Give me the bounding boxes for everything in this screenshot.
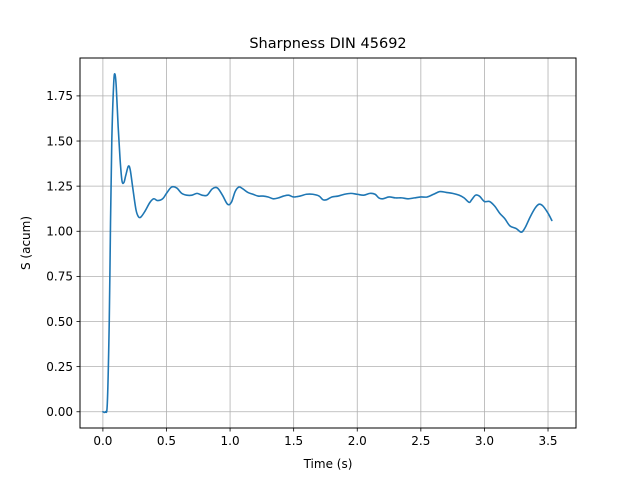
x-tick-label: 3.0 bbox=[475, 434, 494, 448]
x-tick-label: 0.0 bbox=[93, 434, 112, 448]
plot-data bbox=[102, 73, 553, 414]
y-tick-label: 0.75 bbox=[46, 270, 73, 284]
y-tick-label: 0.25 bbox=[46, 360, 73, 374]
plot-frame bbox=[79, 57, 577, 429]
x-tick-label: 1.5 bbox=[284, 434, 303, 448]
y-tick-label: 0.00 bbox=[46, 405, 73, 419]
sharpness-series-line bbox=[102, 73, 553, 414]
y-tick-label: 1.50 bbox=[46, 134, 73, 148]
x-tick-label: 2.0 bbox=[348, 434, 367, 448]
x-tick-label: 2.5 bbox=[411, 434, 430, 448]
y-tick-label: 0.50 bbox=[46, 315, 73, 329]
y-tick-label: 1.75 bbox=[46, 89, 73, 103]
y-tick-label: 1.00 bbox=[46, 225, 73, 239]
x-tick-label: 1.0 bbox=[221, 434, 240, 448]
x-axis-label: Time (s) bbox=[303, 457, 353, 471]
ticks: 0.0 0.5 1.0 1.5 2.0 2.5 3.0 3.5 0.00 0.25 0.50 0.75… bbox=[46, 89, 557, 448]
y-tick-label: 1.25 bbox=[46, 179, 73, 193]
x-tick-label: 0.5 bbox=[157, 434, 176, 448]
grid bbox=[80, 58, 576, 428]
chart-title: Sharpness DIN 45692 bbox=[249, 36, 406, 52]
y-axis-label: S (acum) bbox=[19, 216, 33, 270]
x-tick-label: 3.5 bbox=[538, 434, 557, 448]
